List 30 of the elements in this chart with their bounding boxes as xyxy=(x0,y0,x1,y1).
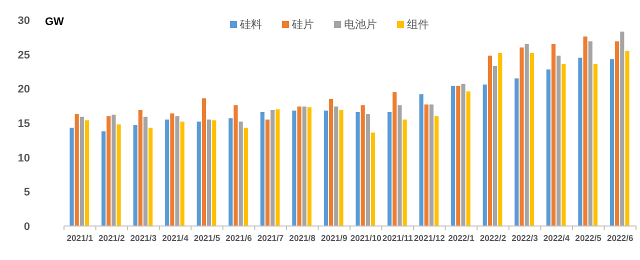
y-tick-label: 30 xyxy=(18,15,30,27)
x-tick-label: 2021/10 xyxy=(350,233,382,243)
x-tick-label: 2021/3 xyxy=(130,233,157,243)
x-tick-label: 2021/8 xyxy=(289,233,316,243)
x-tick-label: 2022/1 xyxy=(448,233,475,243)
x-tick-label: 2021/9 xyxy=(320,233,348,243)
y-tick-label: 0 xyxy=(24,221,30,233)
legend-label: 组件 xyxy=(407,19,429,31)
legend-label: 硅料 xyxy=(239,18,262,31)
x-tick-label: 2021/4 xyxy=(162,233,189,243)
y-axis-title: GW xyxy=(45,16,65,28)
legend-label: 电池片 xyxy=(344,18,377,31)
x-tick-label: 2021/12 xyxy=(414,233,446,243)
x-tick-label: 2021/1 xyxy=(66,233,94,243)
y-tick-label: 15 xyxy=(18,118,30,130)
y-tick-label: 20 xyxy=(18,84,30,96)
y-tick-label: 25 xyxy=(18,49,30,62)
x-tick-label: 2022/6 xyxy=(606,233,634,243)
legend-label: 硅片 xyxy=(291,18,314,31)
y-tick-label: 10 xyxy=(18,152,30,164)
x-tick-label: 2021/2 xyxy=(98,233,126,243)
x-tick-label: 2021/7 xyxy=(257,233,284,243)
x-tick-label: 2021/5 xyxy=(194,233,220,243)
x-tick-label: 2021/11 xyxy=(382,233,414,243)
x-tick-label: 2021/6 xyxy=(226,233,252,243)
x-tick-label: 2022/5 xyxy=(575,233,602,243)
x-tick-label: 2022/2 xyxy=(480,233,506,243)
x-tick-label: 2022/3 xyxy=(512,233,538,243)
x-tick-label: 2022/4 xyxy=(543,233,570,243)
y-tick-label: 5 xyxy=(24,186,30,199)
